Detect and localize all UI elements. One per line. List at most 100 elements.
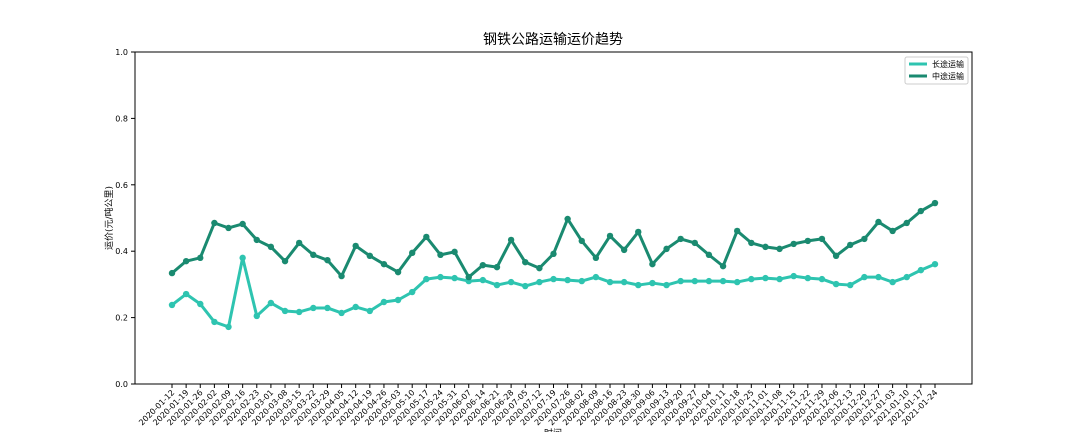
data-point: [267, 299, 275, 307]
data-point: [479, 276, 487, 284]
data-point: [931, 199, 939, 207]
data-point: [295, 239, 303, 247]
y-tick-label: 0.6: [115, 181, 128, 190]
data-point: [451, 274, 458, 282]
data-point: [620, 278, 628, 286]
data-point: [380, 298, 388, 306]
data-point: [564, 276, 571, 284]
data-point: [748, 239, 755, 247]
legend-label: 中途运输: [932, 71, 964, 81]
x-axis-label: 时间: [544, 427, 562, 432]
data-point: [394, 268, 402, 276]
data-point: [691, 239, 698, 247]
data-point: [875, 273, 882, 281]
data-point: [606, 278, 614, 286]
data-point: [536, 278, 543, 286]
data-point: [649, 260, 656, 268]
data-point: [818, 235, 826, 243]
data-point: [931, 260, 939, 268]
data-point: [776, 245, 783, 253]
data-point: [507, 236, 515, 244]
data-point: [550, 275, 557, 283]
data-point: [239, 254, 246, 262]
data-point: [253, 236, 260, 244]
data-point: [451, 248, 458, 256]
data-point: [310, 304, 317, 312]
data-point: [889, 278, 896, 286]
data-point: [592, 254, 600, 262]
data-point: [677, 235, 684, 243]
y-tick-label: 1.0: [115, 48, 128, 57]
data-point: [691, 277, 698, 285]
data-point: [493, 263, 501, 271]
data-point: [635, 281, 642, 289]
y-tick-label: 0.8: [115, 114, 128, 123]
data-point: [281, 257, 289, 265]
data-point: [578, 237, 585, 245]
data-point: [762, 243, 769, 251]
data-point: [324, 256, 331, 264]
data-point: [168, 269, 176, 277]
data-point: [366, 252, 374, 260]
data-point: [832, 252, 840, 260]
data-point: [861, 273, 868, 281]
data-point: [861, 235, 868, 243]
data-point: [197, 300, 204, 308]
data-point: [832, 280, 840, 288]
data-point: [338, 272, 345, 280]
data-point: [493, 281, 501, 289]
data-point: [649, 279, 656, 287]
data-point: [748, 275, 755, 283]
data-point: [423, 275, 430, 283]
data-point: [847, 241, 854, 249]
data-point: [479, 261, 487, 269]
data-point: [635, 228, 642, 236]
data-point: [437, 251, 444, 259]
data-point: [818, 275, 826, 283]
data-point: [804, 237, 812, 245]
data-point: [295, 308, 303, 316]
data-point: [338, 309, 345, 317]
data-point: [620, 246, 628, 254]
data-point: [719, 262, 727, 270]
data-point: [465, 273, 472, 281]
data-point: [578, 277, 585, 285]
data-point: [762, 274, 769, 282]
data-point: [281, 307, 289, 315]
data-point: [409, 288, 416, 296]
data-point: [776, 275, 783, 283]
data-point: [903, 219, 910, 227]
y-tick-label: 0.0: [115, 380, 128, 389]
data-point: [310, 251, 317, 259]
data-point: [409, 249, 416, 257]
y-tick-label: 0.4: [115, 247, 128, 256]
data-point: [733, 278, 741, 286]
data-point: [168, 301, 176, 309]
data-point: [211, 219, 218, 227]
data-point: [522, 282, 529, 290]
data-point: [267, 243, 275, 251]
data-point: [875, 218, 882, 226]
chart-title: 钢铁公路运输运价趋势: [483, 32, 623, 48]
data-point: [380, 260, 388, 268]
data-point: [719, 277, 727, 285]
data-point: [225, 323, 232, 331]
data-point: [366, 307, 374, 315]
series-line: [171, 256, 936, 329]
data-point: [197, 254, 204, 262]
data-point: [705, 251, 713, 259]
data-point: [592, 273, 600, 281]
y-tick-label: 0.2: [115, 314, 128, 323]
data-point: [394, 296, 402, 304]
data-point: [804, 274, 812, 282]
data-point: [253, 312, 260, 320]
data-point: [182, 257, 190, 265]
data-point: [847, 281, 854, 289]
data-point: [225, 224, 232, 232]
data-point: [324, 304, 331, 312]
data-point: [423, 233, 430, 241]
data-point: [550, 250, 557, 258]
data-point: [917, 207, 925, 215]
data-point: [352, 242, 359, 250]
